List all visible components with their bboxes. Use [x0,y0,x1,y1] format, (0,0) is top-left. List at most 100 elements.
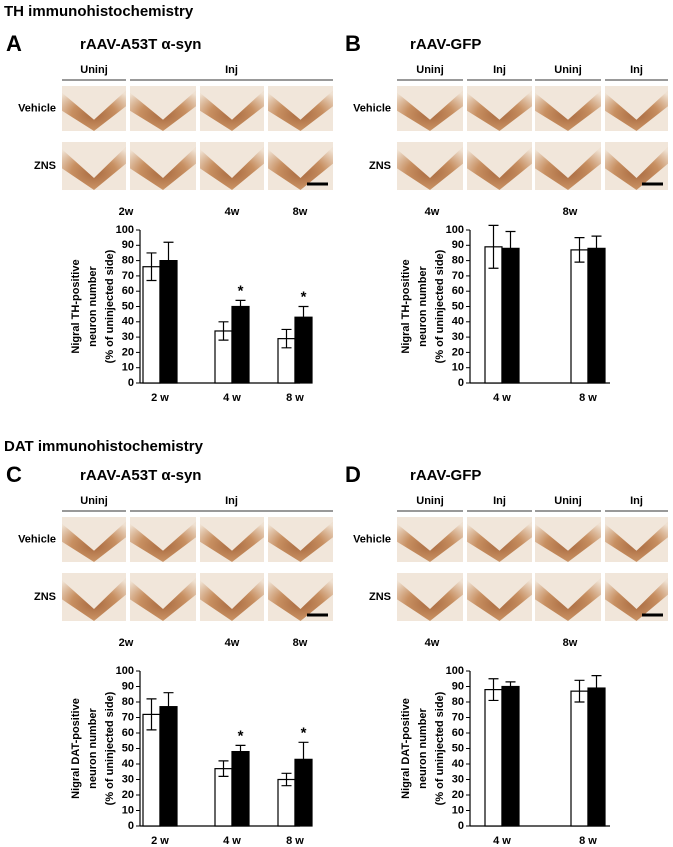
time-label: 8w [293,637,308,649]
bar [159,706,178,827]
y-axis-label: Nigral TH-positive [70,259,82,353]
column-header: Inj [630,64,643,76]
column-header: Uninj [554,64,582,76]
y-tick-label: 100 [116,665,134,677]
time-label: 2w [119,206,134,218]
y-tick-label: 30 [122,331,134,343]
y-axis-label: (% of uninjected side) [104,691,116,805]
y-tick-label: 70 [122,270,134,282]
y-tick-label: 10 [122,362,134,374]
micrograph-tissue [130,146,196,190]
micrograph-tissue [130,90,196,131]
y-axis-label: neuron number [417,265,429,346]
panel-letter: A [6,31,22,56]
micrograph-tissue [605,90,668,131]
significance-label: * [238,282,244,299]
micrograph-tissue [62,90,126,131]
micrograph-tissue [605,521,668,562]
error-bar [146,252,157,282]
micrograph-tissue [397,90,463,131]
y-axis-label: Nigral TH-positive [400,259,412,353]
y-tick-label: 60 [122,285,134,297]
error-bar [591,235,602,262]
significance-label: * [301,288,307,305]
panel-letter: C [6,462,22,487]
y-tick-label: 50 [452,300,464,312]
column-header: Uninj [416,64,444,76]
panel-title: rAAV-GFP [410,467,481,484]
micrograph-tissue [397,521,463,562]
x-tick-label: 8 w [286,835,304,847]
panel-letter: B [345,31,361,56]
error-bar [218,321,229,341]
micrograph-tissue [200,90,264,131]
y-tick-label: 60 [452,727,464,739]
x-tick-label: 4 w [223,835,241,847]
time-label: 4w [425,206,440,218]
y-tick-label: 90 [122,239,134,251]
micrograph-tissue [62,577,126,621]
row-label: Vehicle [18,533,56,545]
column-header: Uninj [80,495,108,507]
micrograph-tissue [467,90,532,131]
y-tick-label: 90 [452,239,464,251]
row-label: ZNS [369,160,391,172]
y-tick-label: 80 [452,696,464,708]
y-tick-label: 60 [122,727,134,739]
error-bar [163,241,174,280]
micrograph-tissue [130,577,196,621]
section-title: DAT immunohistochemistry [4,438,204,455]
x-tick-label: 2 w [151,835,169,847]
panel-letter: D [345,462,361,487]
column-header: Inj [225,495,238,507]
micrograph-tissue [605,146,668,190]
micrograph-tissue [62,146,126,190]
error-bar [163,692,174,722]
x-tick-label: 4 w [493,835,511,847]
error-bar [146,698,157,731]
bar [587,687,606,827]
micrograph-tissue [467,521,532,562]
column-header: Inj [225,64,238,76]
micrograph-tissue [605,577,668,621]
y-tick-label: 0 [128,820,134,832]
x-tick-label: 8 w [579,835,597,847]
error-bar [488,224,499,269]
micrograph-tissue [535,146,601,190]
y-axis-label: neuron number [87,265,99,346]
y-axis-label: (% of uninjected side) [434,249,446,363]
row-label: Vehicle [353,533,391,545]
column-header: Uninj [416,495,444,507]
error-bar [505,230,516,266]
y-tick-label: 40 [452,316,464,328]
micrograph-tissue [467,577,532,621]
y-tick-label: 40 [122,316,134,328]
row-label: Vehicle [353,102,391,114]
micrograph-tissue [200,577,264,621]
micrograph-tissue [62,521,126,562]
time-label: 4w [225,206,240,218]
column-header: Uninj [554,495,582,507]
y-tick-label: 70 [452,711,464,723]
y-tick-label: 50 [122,300,134,312]
error-bar [574,237,585,263]
bar [277,778,296,827]
error-bar [505,681,516,692]
time-label: 4w [425,637,440,649]
panel-title: rAAV-A53T α-syn [80,467,201,484]
x-tick-label: 8 w [579,392,597,404]
y-tick-label: 60 [452,285,464,297]
y-tick-label: 90 [452,680,464,692]
error-bar [298,741,309,777]
y-tick-label: 90 [122,680,134,692]
significance-label: * [301,724,307,741]
x-tick-label: 8 w [286,392,304,404]
micrograph-tissue [268,577,333,621]
micrograph-tissue [200,146,264,190]
bar [231,305,250,384]
row-label: ZNS [34,160,56,172]
y-axis-label: neuron number [417,707,429,788]
y-tick-label: 50 [452,742,464,754]
time-label: 8w [563,206,578,218]
y-tick-label: 70 [122,711,134,723]
